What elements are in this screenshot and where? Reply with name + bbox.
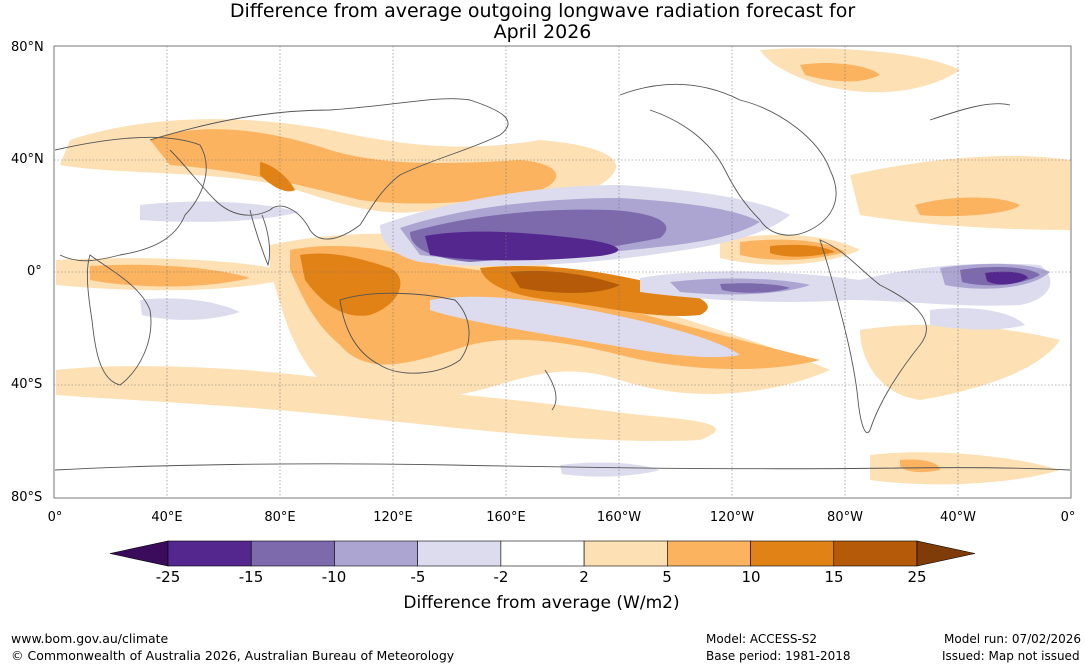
lat-label-80s: 80°S <box>11 490 43 505</box>
colorbar-tick-label: 5 <box>662 568 672 586</box>
lat-label-0: 0° <box>27 264 42 279</box>
colorbar-tick-label: -5 <box>410 568 426 586</box>
colorbar-min-extension <box>109 540 169 567</box>
colorbar-tick-label: 15 <box>824 568 844 586</box>
colorbar-tick-label: -10 <box>321 568 347 586</box>
lat-label-80n: 80°N <box>11 40 44 55</box>
footer-base-period: Base period: 1981-2018 <box>706 649 851 663</box>
graticule <box>54 46 1071 498</box>
colorbar-cell <box>167 540 252 567</box>
lat-label-40n: 40°N <box>11 152 44 167</box>
lat-label-40s: 40°S <box>11 377 43 392</box>
footer-model: Model: ACCESS-S2 <box>706 632 818 646</box>
lon-label-40w: 40°W <box>940 510 976 525</box>
colorbar <box>109 540 976 567</box>
lon-label-120e: 120°E <box>373 510 413 525</box>
colorbar-cell <box>750 540 835 567</box>
footer-copyright: © Commonwealth of Australia 2026, Austra… <box>11 648 455 663</box>
colorbar-tick-label: 2 <box>579 568 589 586</box>
colorbar-tick-label: -15 <box>238 568 264 586</box>
coastlines <box>54 83 1071 471</box>
lon-label-160e: 160°E <box>486 510 526 525</box>
colorbar-cell <box>250 540 335 567</box>
forecast-map <box>53 45 1072 499</box>
colorbar-tick-label: 10 <box>741 568 761 586</box>
colorbar-max-extension <box>916 540 976 567</box>
colorbar-cell <box>417 540 502 567</box>
lon-label-0: 0° <box>47 510 63 525</box>
lon-label-0-east: 0° <box>1060 510 1076 525</box>
negative-anomaly-regions <box>140 185 1051 477</box>
lon-label-80e: 80°E <box>264 510 296 525</box>
lon-label-160w: 160°W <box>596 510 642 525</box>
lon-label-40e: 40°E <box>151 510 183 525</box>
colorbar-title: Difference from average (W/m2) <box>403 593 680 613</box>
colorbar-cell <box>833 540 918 567</box>
colorbar-cell <box>500 540 585 567</box>
lon-label-120w: 120°W <box>709 510 755 525</box>
map-title-line-1: Difference from average outgoing longwav… <box>229 0 856 22</box>
footer-url[interactable]: www.bom.gov.au/climate <box>11 631 169 646</box>
map-title-line-2: April 2026 <box>493 21 592 43</box>
colorbar-cell <box>583 540 668 567</box>
colorbar-tick-label: -25 <box>155 568 181 586</box>
colorbar-cell <box>334 540 418 567</box>
colorbar-tick-label: -2 <box>493 568 509 586</box>
footer-issued: Issued: Map not issued <box>942 649 1080 663</box>
colorbar-cell <box>667 540 751 567</box>
colorbar-tick-label: 25 <box>907 568 927 586</box>
lon-label-80w: 80°W <box>827 510 863 525</box>
footer-model-run: Model run: 07/02/2026 <box>944 632 1082 646</box>
